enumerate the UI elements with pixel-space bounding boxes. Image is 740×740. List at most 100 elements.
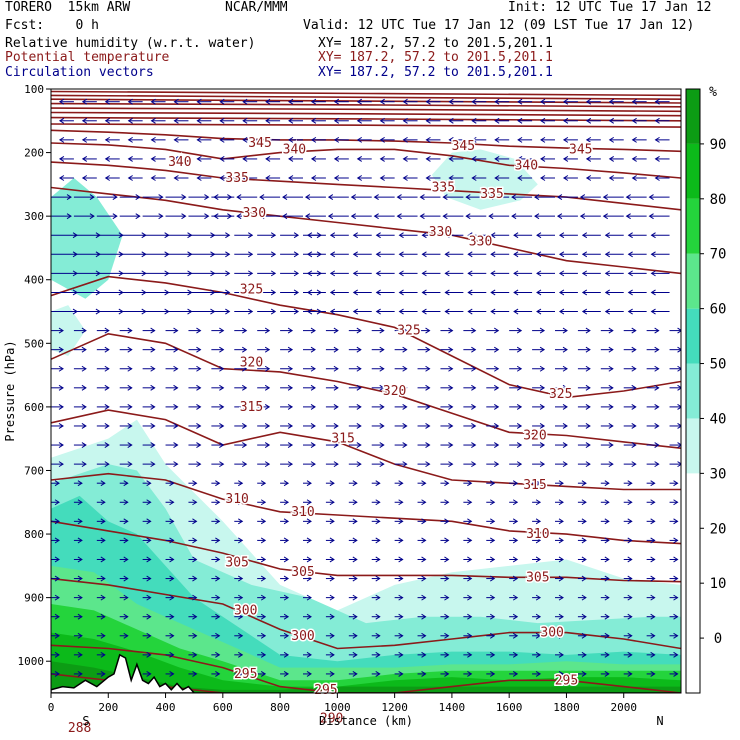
wind-vector bbox=[532, 346, 546, 353]
wind-vector bbox=[600, 518, 610, 525]
wind-vector bbox=[540, 156, 555, 162]
wind-vector bbox=[234, 499, 244, 506]
wind-vector bbox=[600, 346, 614, 353]
wind-vector bbox=[119, 556, 129, 563]
wind-vector bbox=[604, 270, 624, 277]
wind-vector bbox=[211, 632, 221, 639]
wind-vector bbox=[417, 518, 427, 525]
wind-vector bbox=[288, 98, 303, 105]
wind-vector bbox=[348, 346, 362, 353]
wind-vector bbox=[623, 671, 633, 677]
wind-vector bbox=[646, 327, 660, 334]
wind-vector bbox=[375, 251, 395, 258]
wind-vector bbox=[532, 671, 542, 677]
colorbar-tick-label: 90 bbox=[710, 137, 727, 153]
wind-vector bbox=[306, 289, 326, 296]
wind-vector bbox=[188, 346, 202, 353]
wind-vector bbox=[188, 518, 198, 525]
wind-vector bbox=[73, 346, 87, 353]
wind-vector bbox=[646, 671, 656, 677]
wind-vector bbox=[555, 537, 564, 544]
wind-vector bbox=[394, 423, 408, 429]
wind-vector bbox=[119, 346, 133, 353]
wind-vector bbox=[73, 651, 83, 658]
wind-vector bbox=[646, 480, 656, 487]
wind-vector bbox=[509, 423, 523, 429]
wind-vector bbox=[234, 613, 244, 620]
wind-vector bbox=[219, 136, 235, 143]
wind-vector bbox=[165, 671, 175, 677]
wind-vector bbox=[463, 442, 477, 448]
wind-vector bbox=[51, 537, 60, 544]
wind-vector bbox=[81, 117, 97, 124]
wind-vector bbox=[325, 651, 335, 658]
wind-vector bbox=[650, 270, 670, 277]
wind-vector bbox=[577, 556, 587, 563]
wind-vector bbox=[532, 384, 546, 391]
wind-vector bbox=[373, 194, 395, 201]
wind-vector bbox=[394, 556, 404, 563]
wind-vector bbox=[486, 594, 496, 601]
wind-vector bbox=[188, 213, 210, 220]
wind-vector bbox=[600, 671, 610, 677]
wind-vector bbox=[196, 98, 212, 105]
theta-contour-310 bbox=[51, 472, 681, 545]
wind-vector bbox=[325, 613, 335, 620]
wind-vector bbox=[440, 632, 450, 639]
wind-vector bbox=[188, 384, 202, 391]
wind-vector bbox=[325, 461, 339, 468]
wind-vector bbox=[371, 556, 381, 563]
wind-vector bbox=[486, 423, 500, 429]
wind-vector bbox=[371, 384, 385, 391]
wind-vector bbox=[234, 632, 244, 639]
wind-vector bbox=[600, 442, 614, 448]
wind-vector bbox=[188, 232, 216, 239]
wind-vector bbox=[165, 384, 179, 391]
colorbar-tick-label: 50 bbox=[710, 357, 727, 373]
wind-vector bbox=[51, 442, 64, 448]
wind-vector bbox=[486, 671, 496, 677]
wind-vector bbox=[211, 251, 231, 258]
wind-vector bbox=[288, 156, 303, 162]
wind-vector bbox=[280, 346, 294, 353]
theta-label: 320 bbox=[383, 384, 406, 399]
colorbar-swatch bbox=[686, 143, 700, 199]
theta-contour-305 bbox=[51, 520, 681, 583]
wind-vector bbox=[486, 403, 500, 410]
wind-vector bbox=[600, 594, 610, 601]
wind-vector bbox=[600, 613, 610, 620]
wind-vector bbox=[562, 136, 578, 143]
wind-vector bbox=[394, 365, 408, 372]
wind-vector bbox=[440, 651, 450, 658]
wind-vector bbox=[448, 156, 464, 162]
wind-vector bbox=[650, 251, 670, 258]
wind-vector bbox=[555, 403, 568, 410]
wind-vector bbox=[280, 461, 294, 468]
wind-vector bbox=[333, 136, 349, 143]
contour-labels: 345 340 345 345 340 335 340 335 335 330 330 330 325 3… bbox=[66, 135, 594, 738]
wind-vector bbox=[577, 346, 591, 353]
wind-vector bbox=[142, 346, 156, 353]
wind-vector bbox=[577, 671, 587, 677]
wind-vector bbox=[356, 117, 372, 124]
theta-label: 300 bbox=[540, 626, 563, 641]
wind-vector bbox=[463, 480, 473, 487]
wind-vector bbox=[402, 136, 418, 143]
wind-vector bbox=[196, 175, 212, 181]
wind-vector bbox=[119, 575, 129, 582]
wind-vector bbox=[581, 232, 601, 239]
wind-vector bbox=[303, 537, 312, 544]
wind-vector bbox=[257, 308, 277, 315]
wind-vector bbox=[352, 308, 372, 315]
axes: 0 200 400 600 800 1000 1200 1400 1600 1800 2000 100… bbox=[3, 83, 664, 728]
wind-vector bbox=[577, 651, 587, 658]
x-tick-label: 1000 bbox=[324, 701, 351, 714]
wind-vector bbox=[119, 308, 147, 315]
x-tick-label: 1800 bbox=[553, 701, 580, 714]
wind-vector bbox=[608, 136, 624, 143]
wind-vector bbox=[517, 117, 533, 124]
wind-vector bbox=[581, 308, 601, 315]
wind-vector bbox=[669, 499, 679, 506]
wind-vector bbox=[577, 594, 587, 601]
wind-vector bbox=[142, 480, 152, 487]
